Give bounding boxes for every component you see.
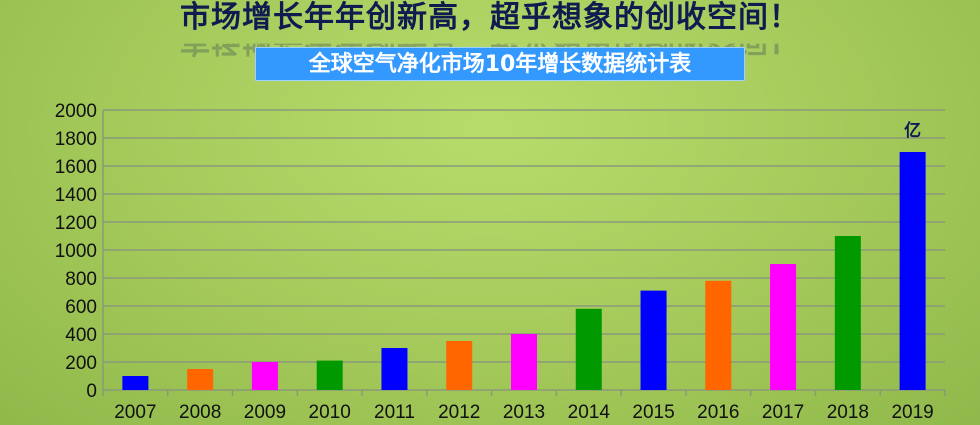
x-tick-label: 2018 bbox=[827, 402, 869, 423]
x-tick-label: 2008 bbox=[179, 402, 221, 423]
bar-2018 bbox=[834, 236, 861, 390]
y-tick-label: 1000 bbox=[55, 241, 97, 262]
bar-2007 bbox=[122, 376, 149, 390]
x-tick-label: 2011 bbox=[374, 402, 415, 423]
y-tick-label: 1600 bbox=[55, 157, 97, 178]
bar-2015 bbox=[640, 290, 667, 390]
bar-2010 bbox=[316, 360, 343, 390]
x-tick-label: 2012 bbox=[438, 402, 480, 423]
bar-2011 bbox=[381, 348, 408, 390]
bar-2013 bbox=[511, 334, 537, 390]
x-tick-label: 2010 bbox=[309, 402, 351, 423]
y-tick-label: 1800 bbox=[55, 129, 97, 150]
y-tick-label: 200 bbox=[65, 353, 97, 374]
bar-2008 bbox=[187, 369, 214, 390]
unit-label: 亿 bbox=[904, 120, 921, 141]
x-tick-label: 2017 bbox=[762, 402, 804, 423]
bar-2016 bbox=[705, 280, 732, 390]
bar-2017 bbox=[770, 264, 797, 390]
x-tick-label: 2007 bbox=[114, 402, 156, 423]
chart-title: 全球空气净化市场10年增长数据统计表 bbox=[255, 47, 745, 81]
bar-2014 bbox=[575, 308, 602, 390]
bar-2012 bbox=[446, 341, 473, 390]
y-tick-label: 1200 bbox=[55, 213, 97, 234]
x-tick-label: 2014 bbox=[568, 402, 611, 423]
x-tick-label: 2009 bbox=[244, 402, 286, 423]
y-tick-label: 1400 bbox=[55, 185, 97, 206]
bar-2019 bbox=[899, 152, 926, 390]
headline: 市场增长年年创新高，超乎想象的创收空间！ bbox=[180, 0, 800, 35]
y-tick-label: 400 bbox=[65, 325, 97, 346]
y-tick-label: 0 bbox=[86, 381, 97, 402]
bar-2009 bbox=[251, 362, 278, 390]
y-tick-label: 600 bbox=[65, 297, 97, 318]
x-tick-label: 2016 bbox=[697, 402, 739, 423]
y-tick-label: 800 bbox=[65, 269, 97, 290]
x-tick-label: 2015 bbox=[632, 402, 674, 423]
x-tick-label: 2013 bbox=[503, 402, 545, 423]
x-tick-label: 2019 bbox=[891, 402, 933, 423]
y-tick-label: 2000 bbox=[55, 101, 97, 122]
